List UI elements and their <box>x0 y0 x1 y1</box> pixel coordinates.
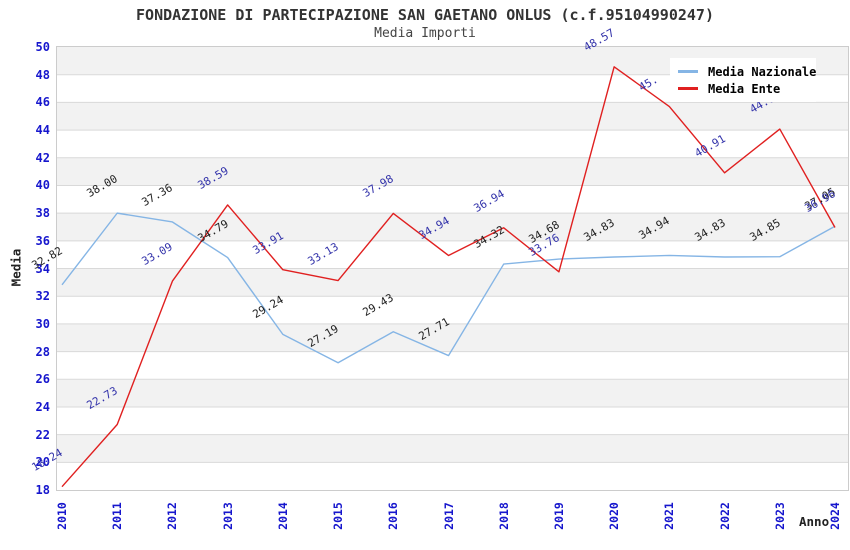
data-label-nazionale-2011: 38.00 <box>84 172 120 201</box>
media-ente-line <box>61 66 836 488</box>
x-tick-2024: 2024 <box>828 502 842 530</box>
data-label-nazionale-2016: 29.43 <box>360 290 396 319</box>
data-label-ente-2021: 45. <box>636 72 661 94</box>
legend-swatch-icon <box>678 87 698 90</box>
legend-item-nazionale: Media Nazionale <box>678 63 816 80</box>
line-chart-svg <box>57 47 848 488</box>
x-tick-2021: 2021 <box>662 502 677 530</box>
data-label-ente-2012: 33.09 <box>139 240 176 269</box>
y-tick-32: 32 <box>35 289 50 304</box>
y-tick-20: 20 <box>35 455 50 470</box>
data-label-ente-2015: 33.13 <box>305 239 341 268</box>
x-tick-2016: 2016 <box>386 502 401 530</box>
data-label-ente-2013: 38.59 <box>195 164 231 192</box>
data-label-ente-2016: 37.98 <box>360 172 396 201</box>
x-tick-2023: 2023 <box>772 502 787 530</box>
x-axis-title: Anno <box>799 514 830 529</box>
x-tick-2017: 2017 <box>441 502 456 530</box>
legend: Media Nazionale Media Ente <box>670 58 816 102</box>
data-label-nazionale-2018: 34.32 <box>471 223 507 252</box>
data-label-nazionale-2020: 34.83 <box>581 216 617 244</box>
y-tick-40: 40 <box>35 178 50 193</box>
data-label-nazionale-2021: 34.94 <box>636 214 673 243</box>
data-label-nazionale-2014: 29.24 <box>250 293 286 322</box>
band-row <box>57 213 848 241</box>
plot-area: 32.82 38.00 37.36 34.79 29.24 27.19 29.43 27.71… <box>30 26 849 491</box>
x-tick-2010: 2010 <box>55 502 69 530</box>
y-tick-18: 18 <box>35 483 50 497</box>
band-row <box>57 323 848 352</box>
data-labels-layer: 32.82 38.00 37.36 34.79 29.24 27.19 29.43 27.71… <box>30 26 848 490</box>
data-label-nazionale-2017: 27.71 <box>416 314 452 343</box>
band-row <box>57 268 848 297</box>
data-label-nazionale-2023: 34.85 <box>747 215 783 244</box>
y-tick-46: 46 <box>35 95 50 110</box>
band-row <box>57 102 848 131</box>
x-tick-2018: 2018 <box>496 502 511 530</box>
y-tick-44: 44 <box>35 123 50 138</box>
x-tick-2022: 2022 <box>717 502 732 530</box>
band-row <box>57 434 848 463</box>
y-axis-ticks: 18 20 22 24 26 28 30 32 34 36 38 40 42 44 46 48 50 <box>0 40 50 497</box>
x-tick-2014: 2014 <box>275 502 290 530</box>
x-tick-2013: 2013 <box>220 502 235 530</box>
y-tick-30: 30 <box>35 316 50 331</box>
x-tick-2020: 2020 <box>607 502 622 530</box>
y-tick-28: 28 <box>35 344 50 359</box>
media-nazionale-line <box>61 212 836 364</box>
y-tick-48: 48 <box>35 67 50 82</box>
y-tick-36: 36 <box>35 233 50 248</box>
y-tick-26: 26 <box>35 372 50 387</box>
y-tick-34: 34 <box>35 261 50 276</box>
y-tick-42: 42 <box>35 150 50 165</box>
legend-label: Media Nazionale <box>708 64 817 79</box>
x-tick-2015: 2015 <box>331 502 346 530</box>
y-tick-24: 24 <box>35 399 50 414</box>
chart-subtitle: Media Importi <box>374 26 476 41</box>
y-tick-38: 38 <box>35 206 50 221</box>
chart-title: FONDAZIONE DI PARTECIPAZIONE SAN GAETANO… <box>136 6 714 24</box>
data-label-nazionale-2022: 34.83 <box>692 216 728 244</box>
x-tick-2012: 2012 <box>165 502 180 530</box>
data-label-ente-2011: 22.73 <box>84 383 120 412</box>
legend-item-ente: Media Ente <box>678 80 810 97</box>
y-tick-50: 50 <box>35 40 50 54</box>
data-label-ente-2022: 40.91 <box>692 132 728 160</box>
legend-swatch-icon <box>678 70 698 73</box>
data-label-ente-2017: 34.94 <box>416 214 452 243</box>
data-label-nazionale-2013: 34.79 <box>195 216 231 245</box>
band-row <box>57 379 848 407</box>
legend-label: Media Ente <box>708 81 781 96</box>
y-tick-22: 22 <box>35 427 50 442</box>
x-tick-2011: 2011 <box>110 502 125 530</box>
x-tick-2019: 2019 <box>551 502 566 530</box>
data-label-ente-2014: 33.91 <box>250 228 286 257</box>
data-label-nazionale-2015: 27.19 <box>305 321 341 350</box>
data-label-ente-2018: 36.94 <box>471 186 507 215</box>
data-label-nazionale-2012: 37.36 <box>139 181 176 209</box>
